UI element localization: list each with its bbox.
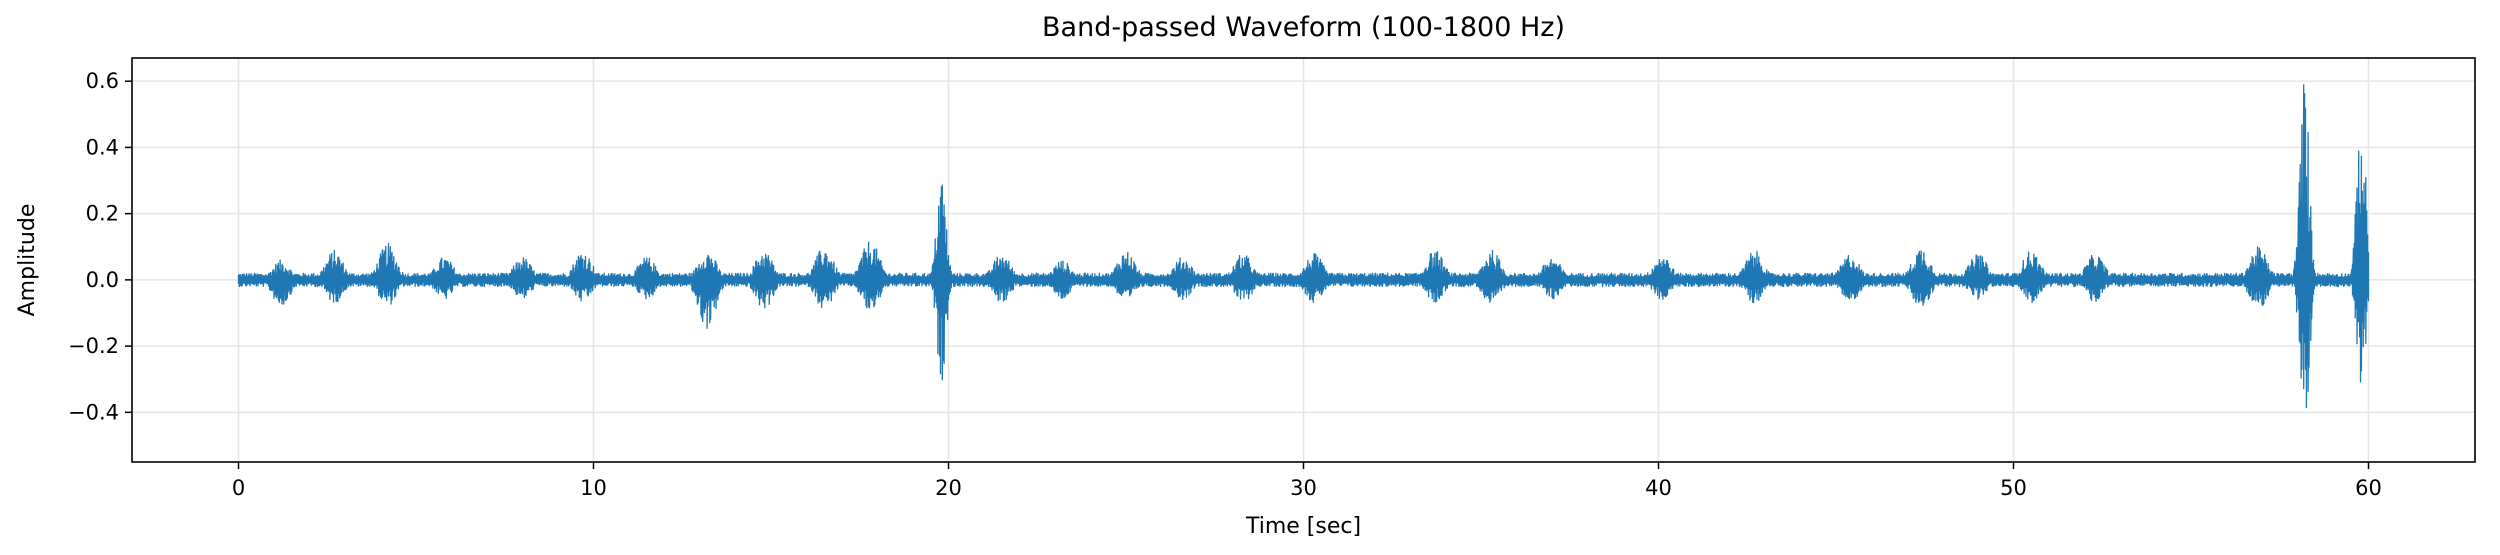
x-tick-label: 50: [2000, 476, 2027, 500]
chart-title: Band-passed Waveform (100-1800 Hz): [1042, 12, 1565, 43]
x-tick-label: 10: [580, 476, 607, 500]
y-tick-label: −0.4: [68, 400, 119, 424]
x-tick-label: 60: [2355, 476, 2382, 500]
x-tick-label: 30: [1290, 476, 1317, 500]
x-tick-label: 20: [935, 476, 962, 500]
y-axis-ticks: −0.4 −0.2 0.0 0.2 0.4 0.6: [68, 69, 132, 424]
y-tick-label: 0.0: [86, 268, 119, 292]
waveform-line: [237, 84, 2370, 409]
x-axis-label: Time [sec]: [1245, 514, 1361, 539]
y-tick-label: −0.2: [68, 334, 119, 358]
x-tick-label: 0: [232, 476, 245, 500]
y-axis-label: Amplitude: [15, 204, 40, 317]
y-tick-label: 0.4: [86, 135, 119, 159]
x-axis-ticks: 0 10 20 30 40 50 60: [232, 462, 2382, 500]
y-tick-label: 0.6: [86, 69, 119, 93]
y-tick-label: 0.2: [86, 202, 119, 226]
plot-area: [237, 84, 2370, 409]
x-tick-label: 40: [1645, 476, 1672, 500]
